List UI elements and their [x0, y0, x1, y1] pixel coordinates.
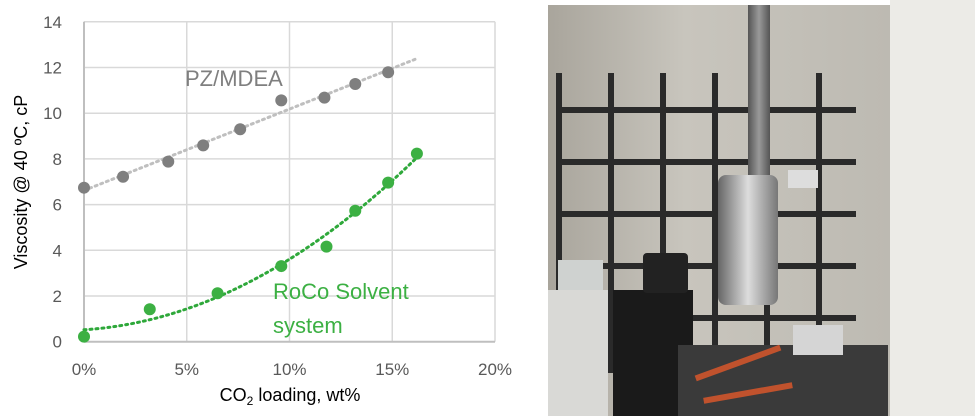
data-point-series-0 — [318, 91, 331, 104]
y-tick-label: 10 — [43, 104, 62, 123]
data-point-series-1 — [78, 330, 90, 343]
trendlines — [82, 57, 419, 332]
tick-labels: 0 2 4 6 8 10 12 14 0% 5% 10% 15% 20% — [43, 13, 512, 379]
series-label-pz-mdea: PZ/MDEA — [185, 66, 283, 91]
trendline-series-0 — [82, 57, 419, 192]
data-point-series-0 — [349, 77, 362, 90]
data-point-series-1 — [382, 176, 395, 189]
series-label-roco-line1: RoCo Solvent — [273, 279, 409, 304]
x-tick-label: 10% — [272, 360, 306, 379]
y-tick-label: 12 — [43, 59, 62, 78]
viscosity-chart: 0 2 4 6 8 10 12 14 0% 5% 10% 15% 20% Viscosity @ 40 … — [11, 13, 512, 408]
data-point-series-1 — [410, 147, 423, 160]
y-tick-label: 0 — [53, 333, 62, 352]
x-axis-title: CO2 loading, wt% — [220, 385, 361, 408]
y-tick-label: 14 — [43, 13, 62, 32]
data-point-series-1 — [349, 204, 362, 217]
data-point-series-0 — [275, 94, 288, 107]
y-axis-title: Viscosity @ 40 ºC, cP — [11, 95, 31, 270]
data-point-series-1 — [275, 260, 288, 273]
y-tick-label: 6 — [53, 196, 62, 215]
data-point-series-0 — [234, 123, 247, 136]
x-tick-label: 20% — [478, 360, 512, 379]
y-tick-label: 4 — [53, 241, 62, 260]
x-tick-label: 15% — [375, 360, 409, 379]
wall-panel — [890, 0, 975, 416]
gridlines — [83, 21, 496, 343]
series-label-roco-line2: system — [273, 313, 343, 338]
data-point-series-0 — [197, 139, 210, 152]
data-point-series-1 — [211, 287, 224, 300]
x-tick-label: 0% — [72, 360, 97, 379]
data-point-series-0 — [382, 66, 395, 79]
reactor-setup-photo — [548, 5, 890, 416]
y-tick-label: 2 — [53, 287, 62, 306]
data-point-series-0 — [117, 170, 130, 183]
data-point-series-0 — [78, 181, 90, 194]
data-points — [78, 66, 423, 343]
trendline-series-1 — [82, 156, 419, 332]
y-tick-label: 8 — [53, 150, 62, 169]
x-tick-label: 5% — [174, 360, 199, 379]
data-point-series-0 — [162, 155, 175, 168]
data-point-series-1 — [143, 303, 156, 316]
data-point-series-1 — [320, 240, 333, 253]
